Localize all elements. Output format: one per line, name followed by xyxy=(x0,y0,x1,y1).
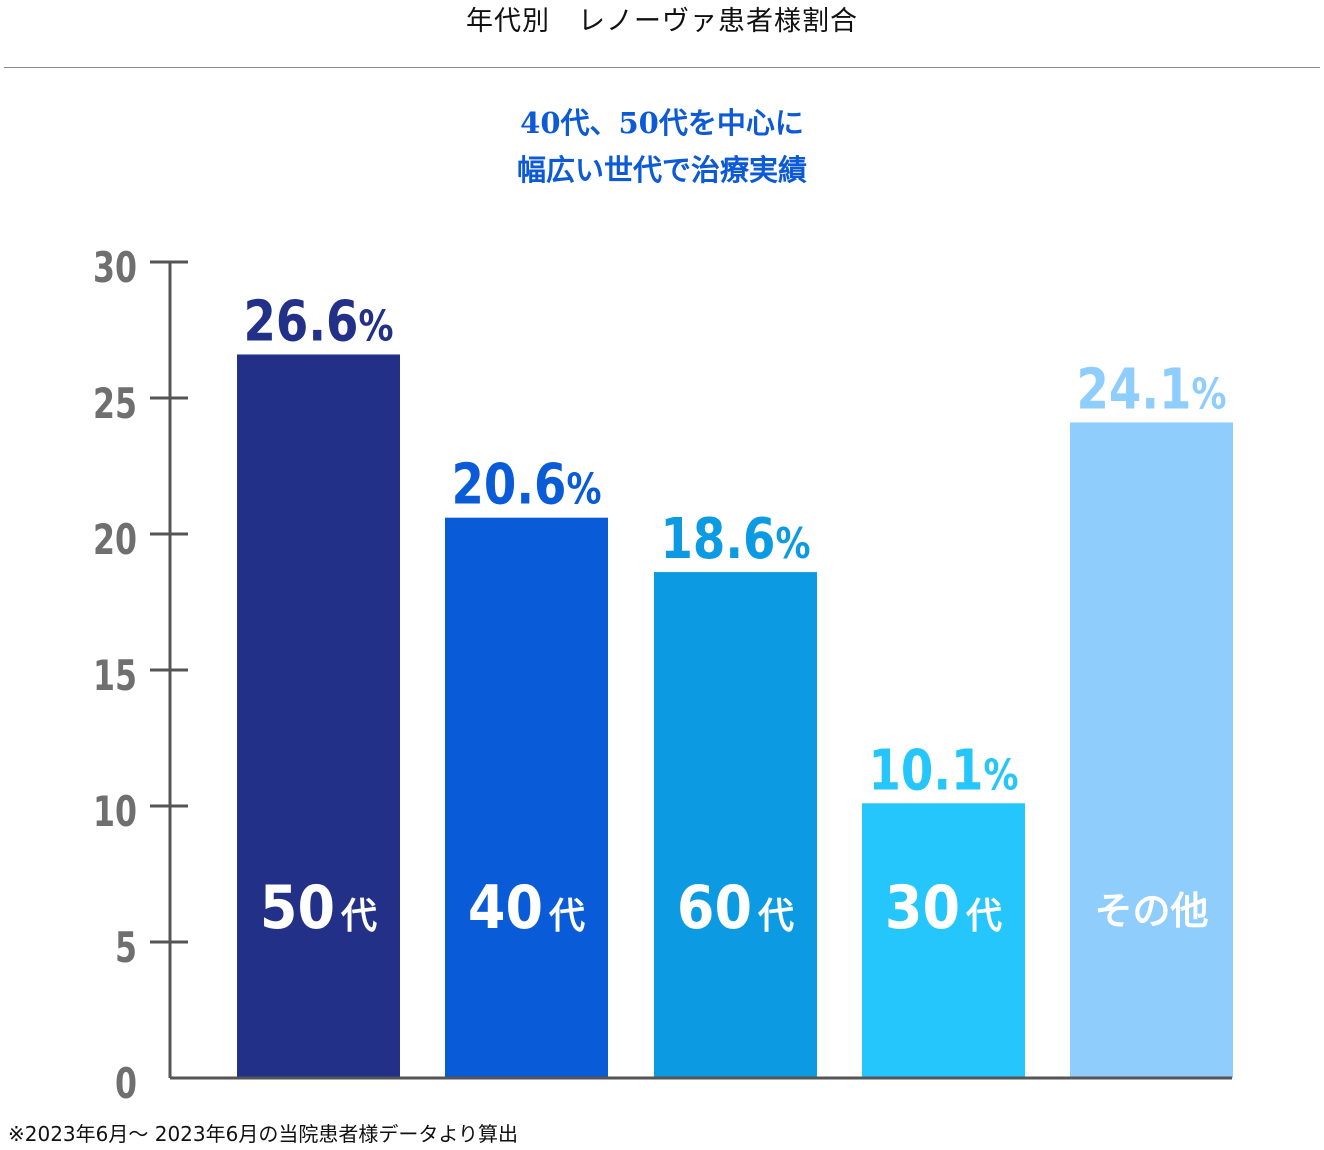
subtitle: 40代、50代を中心に 幅広い世代で治療実績 xyxy=(0,100,1324,194)
header-title: 年代別 レノーヴァ患者様割合 xyxy=(466,6,858,37)
bar-value-label: 20.6% xyxy=(452,453,602,518)
y-tick-label: 10 xyxy=(93,787,137,836)
category-label: その他 xyxy=(1094,889,1208,933)
y-tick-label: 15 xyxy=(93,651,137,700)
bar xyxy=(445,517,608,1078)
bar-value-label: 26.6% xyxy=(244,289,394,354)
category-label: 40 代 xyxy=(468,873,585,943)
bar-value-label: 18.6% xyxy=(661,507,811,572)
bar xyxy=(1070,422,1233,1079)
header-divider xyxy=(4,67,1320,68)
y-tick-label: 20 xyxy=(93,515,137,564)
bar-value-label: 24.1% xyxy=(1077,357,1227,422)
y-tick-label: 25 xyxy=(93,379,137,428)
bar-value-label: 10.1% xyxy=(869,738,1019,803)
category-label: 50 代 xyxy=(260,873,377,943)
subtitle-line-2: 幅広い世代で治療実績 xyxy=(516,153,807,187)
y-tick-label: 5 xyxy=(115,923,137,972)
bar xyxy=(237,354,400,1079)
subtitle-line-1: 40代、50代を中心に xyxy=(520,106,804,140)
bar xyxy=(862,803,1025,1078)
bar xyxy=(654,572,817,1078)
y-tick-label: 30 xyxy=(93,243,137,292)
y-tick-label: 0 xyxy=(115,1059,137,1108)
category-label: 30 代 xyxy=(885,873,1002,943)
category-label: 60 代 xyxy=(677,873,794,943)
footnote: ※2023年6月〜 2023年6月の当院患者様データより算出 xyxy=(8,1122,518,1146)
